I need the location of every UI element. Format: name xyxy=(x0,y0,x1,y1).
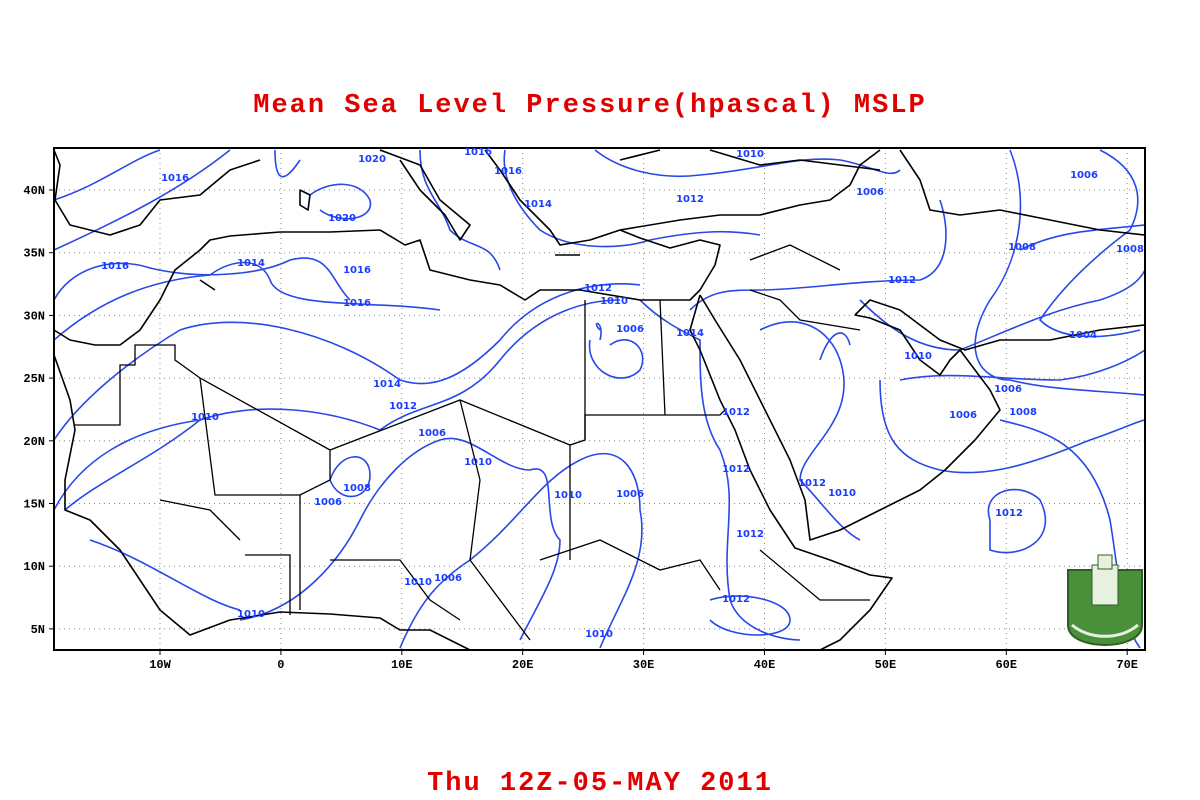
grid xyxy=(54,148,1145,650)
contour-label: 1012 xyxy=(888,275,916,286)
x-axis-label: 30E xyxy=(633,658,655,672)
contour-label: 1006 xyxy=(616,324,644,335)
contour-label: 1006 xyxy=(1070,170,1098,181)
contour-label: 1010 xyxy=(904,351,932,362)
x-axis-label: 40E xyxy=(754,658,776,672)
x-axis-label: 50E xyxy=(875,658,897,672)
contour-label: 1006 xyxy=(314,497,342,508)
x-axis-label: 0 xyxy=(277,658,284,672)
contour-label: 1016 xyxy=(464,147,492,158)
contour-label: 1012 xyxy=(736,529,764,540)
y-axis-label: 40N xyxy=(23,184,45,198)
y-axis-label: 20N xyxy=(23,435,45,449)
contour-label: 1006 xyxy=(856,187,884,198)
contour-label: 1014 xyxy=(524,199,552,210)
contour-label: 1010 xyxy=(464,457,492,468)
contour-label: 1012 xyxy=(676,194,704,205)
x-axis-label: 20E xyxy=(512,658,534,672)
contour-label: 1016 xyxy=(343,265,371,276)
y-axis-label: 30N xyxy=(23,309,45,323)
borders xyxy=(74,244,870,641)
contour-label: 1012 xyxy=(995,508,1023,519)
contour-label: 1016 xyxy=(161,173,189,184)
contour-label: 1010 xyxy=(736,149,764,160)
contour-label: 1016 xyxy=(101,261,129,272)
contour-label: 1010 xyxy=(828,488,856,499)
contour-label: 1010 xyxy=(600,296,628,307)
contour-label: 1008 xyxy=(1116,244,1144,255)
date: Thu 12Z-05-MAY 2011 xyxy=(427,769,773,799)
contour-label: 1012 xyxy=(584,283,612,294)
contour-label: 1016 xyxy=(343,298,371,309)
contour-label: 1014 xyxy=(237,258,265,269)
y-axis-label: 35N xyxy=(23,247,45,261)
contour-label: 1006 xyxy=(994,384,1022,395)
contour-label: 1010 xyxy=(404,577,432,588)
contour-label: 1010 xyxy=(585,629,613,640)
contour-label: 1006 xyxy=(434,573,462,584)
y-axis-label: 10N xyxy=(23,560,45,574)
contour-label: 1008 xyxy=(1009,407,1037,418)
x-axis-label: 70E xyxy=(1116,658,1138,672)
y-axis-label: 5N xyxy=(31,623,45,637)
y-axis-label: 25N xyxy=(23,372,45,386)
map-frame xyxy=(53,147,1146,651)
contour-label: 1014 xyxy=(373,379,401,390)
y-axis-label: 15N xyxy=(23,498,45,512)
x-axis-label: 10E xyxy=(391,658,413,672)
contour-label: 1014 xyxy=(676,328,704,339)
contour-label: 1012 xyxy=(798,478,826,489)
contour-label: 1008 xyxy=(1008,242,1036,253)
contour-label: 1012 xyxy=(389,401,417,412)
contour-label: 1016 xyxy=(494,166,522,177)
contour-label: 1006 xyxy=(616,489,644,500)
contour-label: 1020 xyxy=(358,154,386,165)
x-axis-label: 60E xyxy=(995,658,1017,672)
axis-labels: 10W 0 10E 20E 30E 40E 50E 60E 70E 40N 35N 30N 25N 20N… xyxy=(23,184,1138,672)
coastlines xyxy=(53,149,1146,651)
contour-label: 1012 xyxy=(722,464,750,475)
title: Mean Sea Level Pressure(hpascal) MSLP xyxy=(253,91,927,121)
contour-label: 1010 xyxy=(237,609,265,620)
contour-label: 1004 xyxy=(1069,330,1097,341)
contour-label: 1020 xyxy=(328,213,356,224)
contour-label: 1010 xyxy=(191,412,219,423)
contour-label: 1012 xyxy=(722,594,750,605)
contour-label: 1006 xyxy=(418,428,446,439)
contour-label: 1010 xyxy=(554,490,582,501)
contours xyxy=(53,149,1146,649)
contour-label: 1006 xyxy=(949,410,977,421)
x-axis-label: 10W xyxy=(149,658,171,672)
contour-label: 1012 xyxy=(722,407,750,418)
contour-label: 1008 xyxy=(343,483,371,494)
logo xyxy=(1067,554,1143,647)
